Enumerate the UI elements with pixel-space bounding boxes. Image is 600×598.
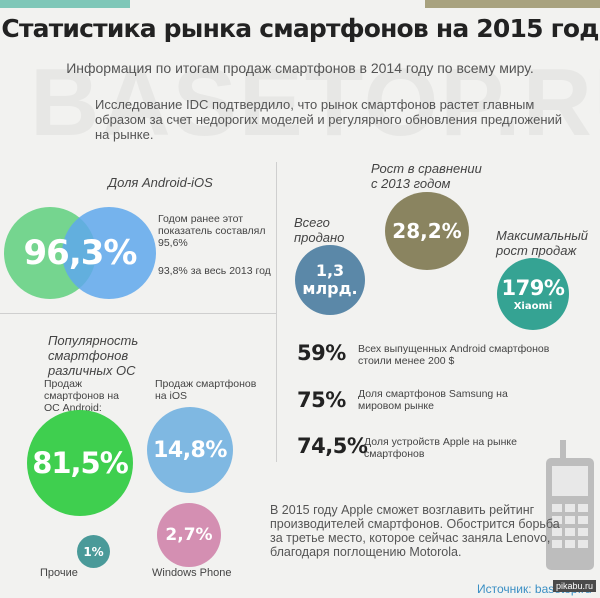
windows-share-circle: 2,7% <box>157 503 221 567</box>
ios-share-value: 14,8% <box>153 437 227 463</box>
max-growth-heading: Максимальный рост продаж <box>496 228 589 258</box>
android-share-circle: 81,5% <box>27 410 133 516</box>
intro-text: Исследование IDC подтвердило, что рынок … <box>95 97 563 142</box>
stat-value: 75% <box>297 388 346 412</box>
horizontal-divider <box>0 313 276 314</box>
android-share-value: 81,5% <box>32 446 129 480</box>
page-subtitle: Информация по итогам продаж смартфонов в… <box>66 60 534 76</box>
growth-circle: 28,2% <box>385 192 469 270</box>
other-label: Прочие <box>40 567 78 579</box>
android-label: Продаж смартфонов на ОС Android: <box>44 378 119 414</box>
ios-label: Продаж смартфонов на iOS <box>155 378 257 402</box>
other-share-value: 1% <box>83 544 104 559</box>
footer-text: В 2015 году Apple сможет возглавить рейт… <box>270 503 560 559</box>
total-sold-circle: 1,3 млрд. <box>295 245 365 315</box>
android-ios-note-2013: 93,8% за весь 2013 год <box>158 265 271 277</box>
android-ios-heading: Доля Android-iOS <box>108 175 213 190</box>
windows-label: Windows Phone <box>152 567 232 579</box>
max-growth-brand: Xiaomi <box>513 301 553 312</box>
total-sold-heading: Всего продано <box>294 215 345 245</box>
windows-share-value: 2,7% <box>165 525 213 545</box>
watermark: BASETOP.RU <box>30 48 600 158</box>
growth-heading: Рост в сравнении с 2013 годом <box>371 161 482 191</box>
venn-ios-circle <box>62 207 156 299</box>
ios-share-circle: 14,8% <box>147 407 233 493</box>
vertical-divider <box>276 162 277 462</box>
stat-text: Доля устройств Apple на рынке смартфонов <box>364 436 517 460</box>
stat-value: 74,5% <box>297 434 368 458</box>
max-growth-value: 179% <box>501 276 565 300</box>
stat-text: Всех выпущенных Android смартфонов стоил… <box>358 343 550 367</box>
os-popularity-heading: Популярность смартфонов различных ОС <box>48 333 139 378</box>
total-sold-value-line2: млрд. <box>302 279 358 298</box>
total-sold-value-line1: 1,3 <box>315 261 345 280</box>
top-bar-olive <box>425 0 600 8</box>
max-growth-circle: 179% Xiaomi <box>497 258 569 330</box>
android-ios-venn: 96,3% <box>4 207 156 299</box>
other-share-circle: 1% <box>77 535 110 568</box>
pikabu-badge: pikabu.ru <box>553 580 597 592</box>
growth-value: 28,2% <box>392 219 462 243</box>
stat-text: Доля смартфонов Samsung на мировом рынке <box>358 388 508 412</box>
android-ios-value: 96,3% <box>23 233 138 273</box>
android-ios-note-previous: Годом ранее этот показатель составлял 95… <box>158 213 266 249</box>
page-title: Статистика рынка смартфонов на 2015 год <box>1 14 599 43</box>
top-bar-teal <box>0 0 130 8</box>
stat-value: 59% <box>297 341 346 365</box>
mobile-phone-icon <box>546 440 594 575</box>
